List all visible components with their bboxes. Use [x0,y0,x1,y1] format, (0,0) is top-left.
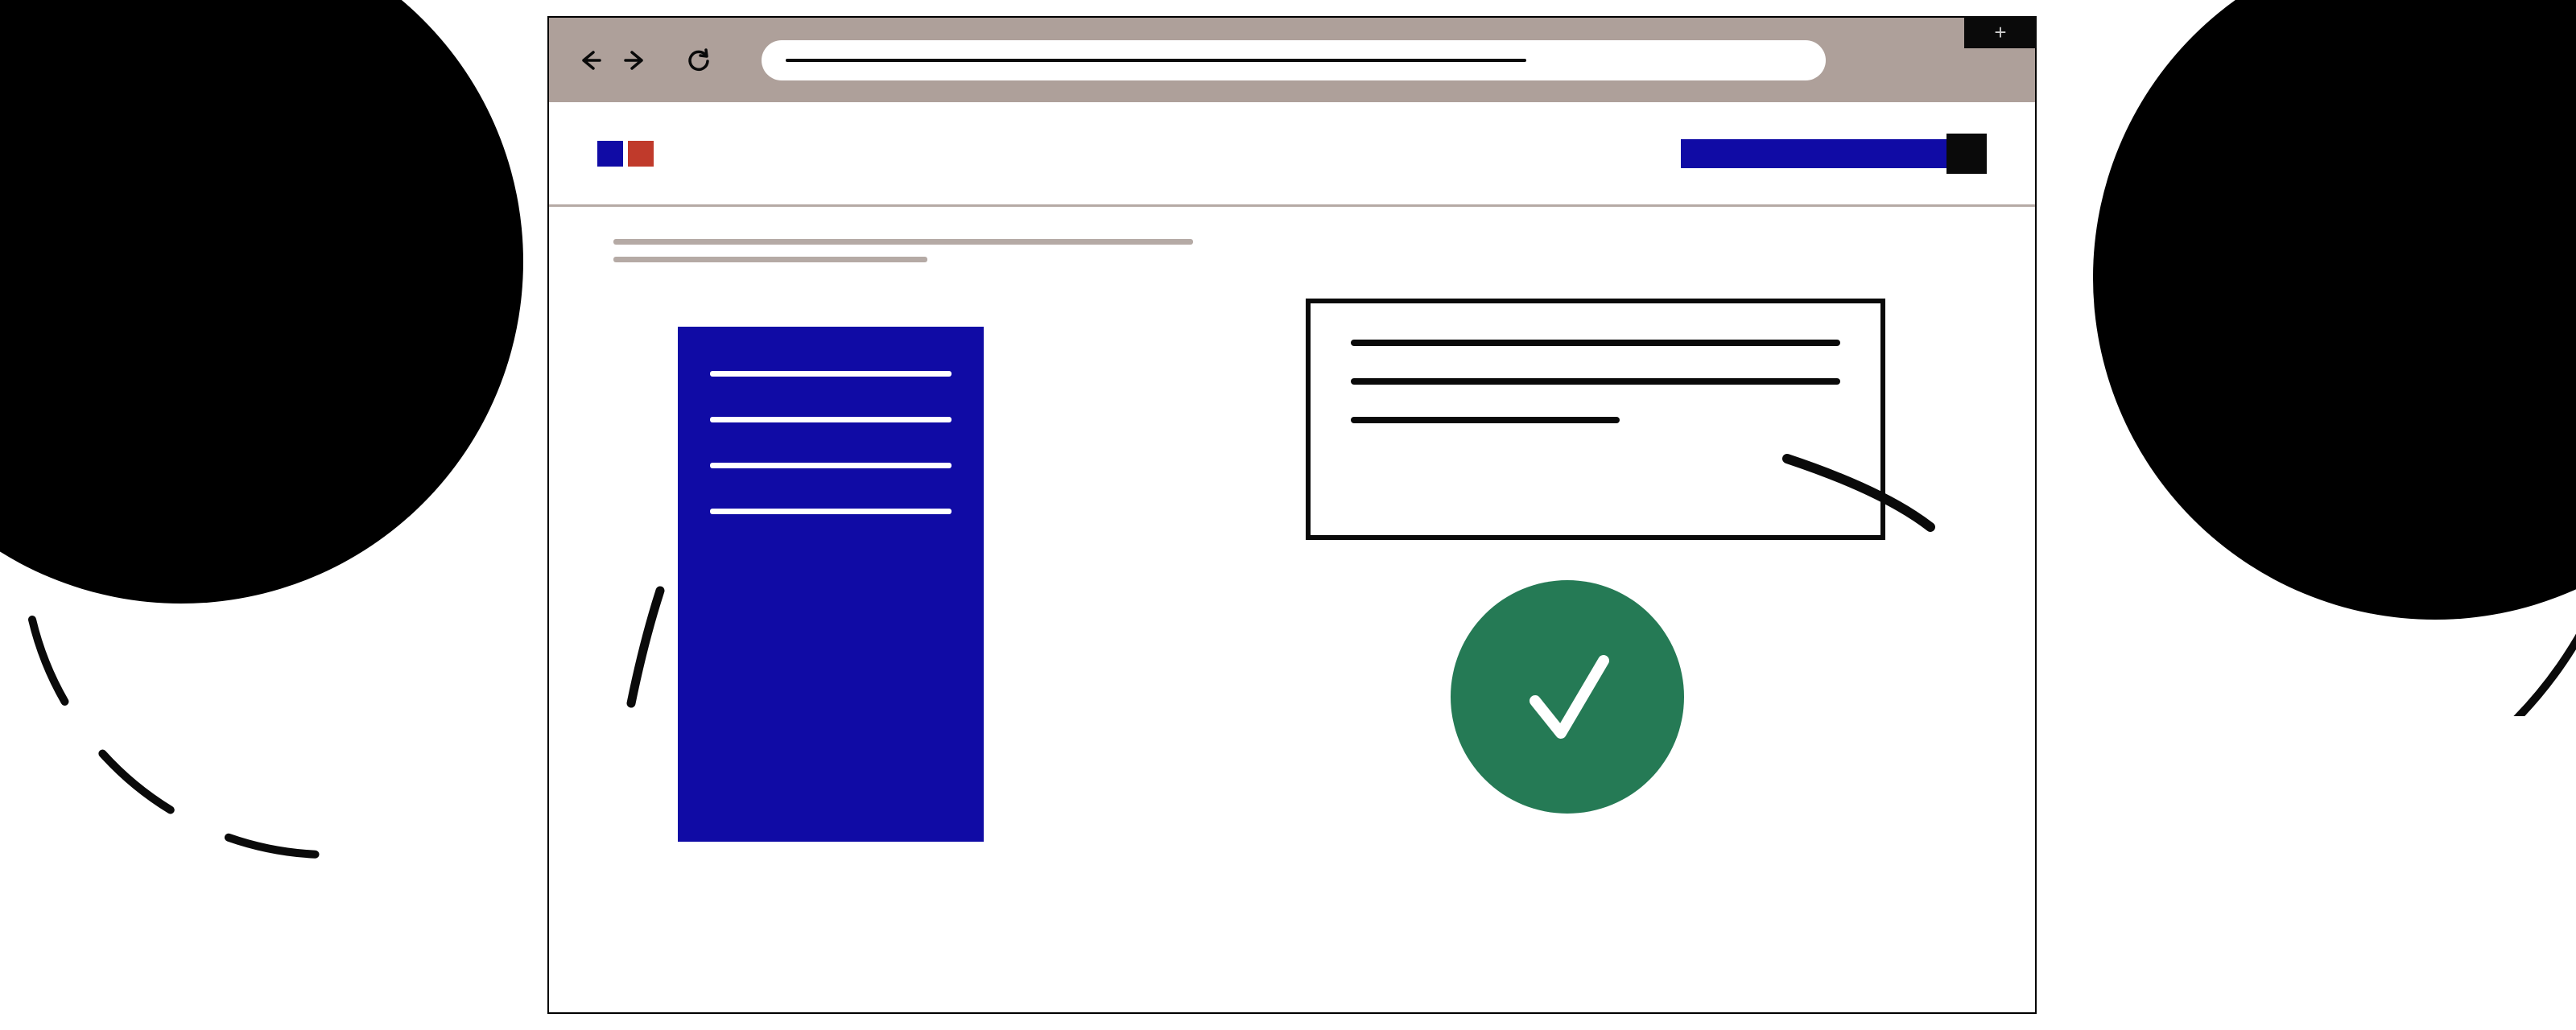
header-nav-area [1681,134,1987,174]
address-bar[interactable] [762,40,1826,80]
bg-circle-left [0,0,523,604]
tab-bar: + [1964,16,2037,48]
header-nav-button[interactable] [1946,134,1987,174]
text-box-line-1 [1351,340,1840,346]
browser-toolbar [549,18,2035,102]
page-header [549,102,2035,207]
content-area [613,327,1971,842]
header-nav-bar[interactable] [1681,139,1946,168]
document-panel[interactable] [678,327,984,842]
forward-button[interactable] [620,44,652,76]
new-tab-icon[interactable]: + [1994,20,2006,45]
breadcrumb [613,239,1971,262]
reload-button[interactable] [683,44,715,76]
checkmark-icon [1503,632,1632,761]
breadcrumb-line-1 [613,239,1193,245]
success-check-badge [1451,580,1684,814]
doc-line-1 [710,371,952,377]
forward-arrow-icon [624,48,648,72]
flag-blue-square [597,141,623,167]
doc-line-4 [710,509,952,514]
page-body [549,207,2035,1012]
bg-white-block [2077,716,2576,1030]
reload-icon [686,47,712,73]
flag-logo[interactable] [597,141,654,167]
back-arrow-icon [577,48,601,72]
flag-red-square [628,141,654,167]
hand-stroke-right [1779,451,1940,547]
doc-line-2 [710,417,952,422]
hand-stroke-left [621,584,678,713]
breadcrumb-line-2 [613,257,927,262]
back-button[interactable] [573,44,605,76]
text-box-line-2 [1351,378,1840,385]
url-placeholder-line [786,59,1526,62]
right-content [1064,299,1971,814]
bg-arc-left [16,604,419,925]
text-box-line-3 [1351,417,1620,423]
doc-line-3 [710,463,952,468]
